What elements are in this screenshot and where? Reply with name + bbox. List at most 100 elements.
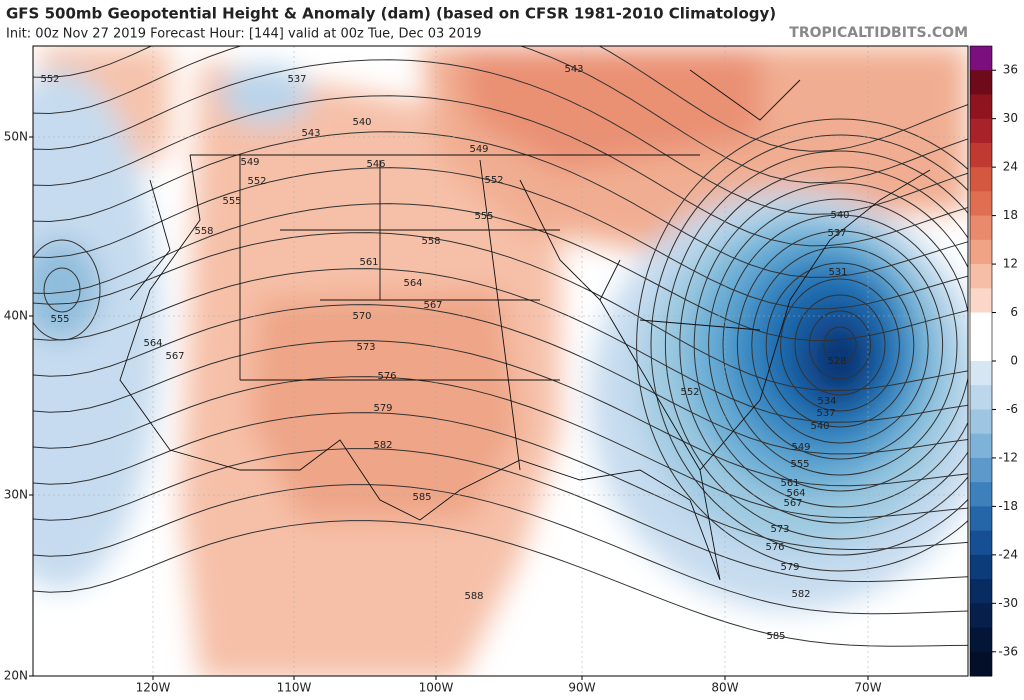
contour-label: 549 [791, 442, 810, 453]
contour [33, 340, 968, 487]
colorbar-segment [970, 627, 992, 653]
colorbar-segment [970, 554, 992, 580]
colorbar-label: -12 [998, 450, 1018, 464]
contour-label: 552 [40, 74, 59, 85]
contour-label: 528 [827, 356, 846, 367]
contour [33, 412, 968, 551]
colorbar: 36 30 24 18 12 6 0 -6 -12 -18 -24 -30 -36 [969, 45, 1018, 677]
contour-label: 576 [765, 542, 784, 553]
contour-label: 549 [240, 157, 259, 168]
contour [708, 198, 968, 492]
colorbar-label: -30 [998, 596, 1018, 610]
lat-label: 50N [4, 130, 28, 144]
contour-label: 573 [770, 524, 789, 535]
colorbar-label: 12 [1003, 257, 1018, 271]
contour [33, 304, 968, 455]
colorbar-label: 24 [1003, 160, 1018, 174]
contour-label: 567 [165, 351, 184, 362]
colorbar-segment [970, 312, 992, 338]
contour-label: 567 [423, 300, 442, 311]
contour-label: 537 [287, 74, 306, 85]
lon-label: 90W [568, 681, 595, 695]
contour [693, 182, 968, 508]
height-contours [33, 46, 968, 647]
contour-label: 585 [766, 631, 785, 642]
graticule [33, 46, 968, 676]
colorbar-segment [970, 603, 992, 629]
contour-label: 549 [469, 144, 488, 155]
subtitle: Init: 00z Nov 27 2019 Forecast Hour: [14… [6, 27, 482, 42]
colorbar-segment [970, 191, 992, 217]
colorbar-label: 30 [1003, 111, 1018, 125]
contour-label: 543 [564, 64, 583, 75]
contour-label: 561 [359, 257, 378, 268]
contour [808, 310, 872, 380]
colorbar-segment [970, 409, 992, 435]
lon-label: 120W [136, 681, 171, 695]
lon-label: 70W [854, 681, 881, 695]
contour-label: 540 [830, 210, 849, 221]
colorbar-segment [970, 579, 992, 604]
colorbar-segment [970, 264, 992, 289]
colorbar-label: -6 [1006, 402, 1018, 416]
colorbar-segment [970, 482, 992, 507]
contour-label: 573 [356, 342, 375, 353]
colorbar-segment [970, 215, 992, 241]
contour [33, 131, 968, 278]
contour-label: 552 [680, 387, 699, 398]
contour [33, 46, 968, 184]
contour-label: 537 [827, 228, 846, 239]
contour-label: 576 [377, 371, 396, 382]
contour [722, 214, 958, 476]
colorbar-segment [970, 46, 992, 71]
contour-label: 582 [373, 440, 392, 451]
map-frame [32, 45, 969, 677]
lon-label: 110W [277, 681, 312, 695]
contour [33, 203, 968, 341]
contour-label: 552 [484, 175, 503, 186]
contour [33, 520, 968, 647]
contour-label: 555 [50, 314, 69, 325]
contour-label: 558 [194, 226, 213, 237]
colorbar-label: 18 [1003, 208, 1018, 222]
colorbar-segment [970, 433, 992, 459]
lat-label: 40N [4, 309, 28, 323]
colorbar-segment [970, 94, 992, 120]
contour [679, 166, 968, 524]
contour [33, 484, 968, 615]
contour [751, 246, 929, 444]
colorbar-segment [970, 288, 992, 314]
colorbar-segment [970, 361, 992, 386]
contour-label: 564 [786, 488, 805, 499]
colorbar-label: -18 [998, 499, 1018, 513]
contour [33, 232, 968, 392]
boundaries [119, 69, 931, 581]
colorbar-segment [970, 239, 992, 265]
contour-label: 555 [474, 211, 493, 222]
contour-label: 579 [373, 403, 392, 414]
colorbar-label: 0 [1010, 354, 1018, 368]
contour-label: 552 [247, 176, 266, 187]
colorbar-segment [970, 336, 992, 362]
contour [33, 167, 968, 310]
contour [33, 46, 968, 152]
colorbar-segment [970, 118, 992, 144]
colorbar-segment [970, 70, 992, 95]
credit: TROPICALTIDBITS.COM [789, 25, 968, 41]
lon-label: 80W [711, 681, 738, 695]
contour [664, 150, 968, 540]
map: 552 537 543 540 543 549 546 549 552 552 555 555 558 5… [33, 46, 968, 676]
contour-label: 567 [783, 498, 802, 509]
contour-label: 570 [352, 311, 371, 322]
contour-label: 561 [780, 478, 799, 489]
contour-label: 564 [143, 338, 162, 349]
axes: 50N 40N 30N 20N 120W 110W 100W 90W 80W 70W [4, 130, 882, 695]
colorbar-segment [970, 457, 992, 483]
lat-label: 20N [4, 669, 28, 683]
anomaly-fill [33, 46, 968, 676]
contour [33, 95, 968, 247]
contour [650, 134, 968, 556]
colorbar-segment [970, 651, 992, 677]
contour-label: 540 [352, 117, 371, 128]
colorbar-label: 36 [1003, 63, 1018, 77]
